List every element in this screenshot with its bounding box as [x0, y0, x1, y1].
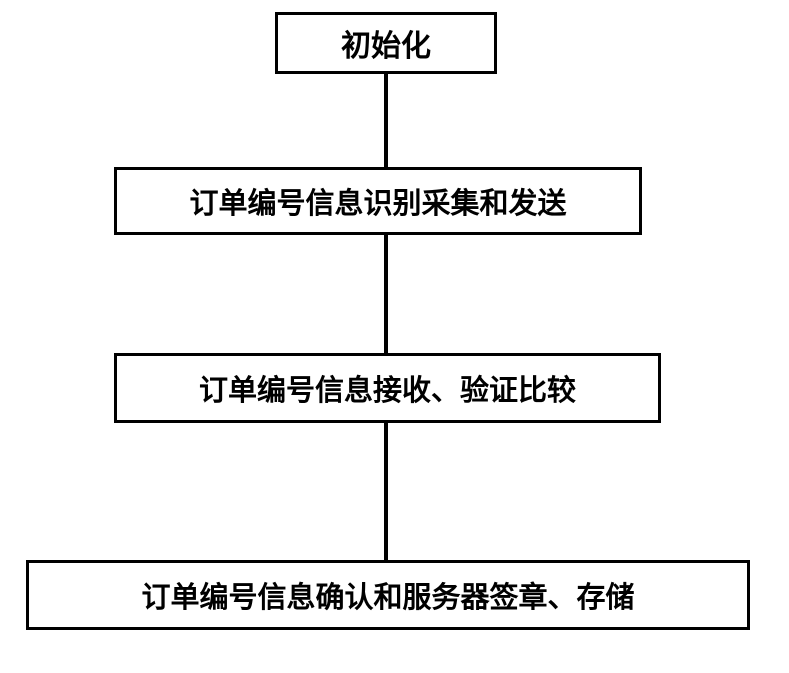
- flowchart-node-4: 订单编号信息确认和服务器签章、存储: [26, 560, 750, 630]
- node-label: 初始化: [341, 21, 431, 65]
- node-label: 订单编号信息确认和服务器签章、存储: [141, 574, 634, 616]
- flowchart-connector-3: [384, 423, 388, 560]
- flowchart-node-1: 初始化: [275, 12, 497, 74]
- flowchart-connector-2: [384, 235, 388, 353]
- flowchart-node-2: 订单编号信息识别采集和发送: [114, 167, 642, 235]
- flowchart-node-3: 订单编号信息接收、验证比较: [114, 353, 661, 423]
- node-label: 订单编号信息接收、验证比较: [199, 367, 576, 409]
- flowchart-container: 初始化 订单编号信息识别采集和发送 订单编号信息接收、验证比较 订单编号信息确认…: [0, 0, 789, 673]
- node-label: 订单编号信息识别采集和发送: [189, 180, 566, 222]
- flowchart-connector-1: [384, 74, 388, 167]
